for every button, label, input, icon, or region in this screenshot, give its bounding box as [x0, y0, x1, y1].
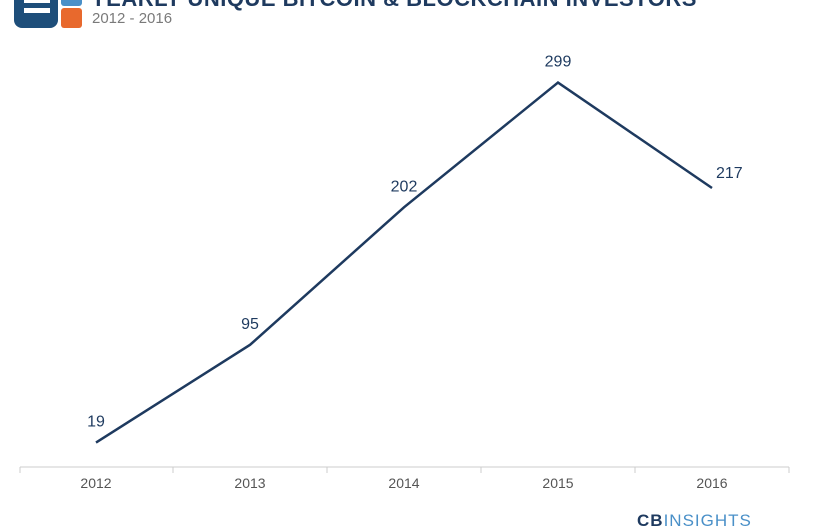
footer-brand-part2: INSIGHTS — [664, 511, 752, 530]
footer-brand-part1: CB — [637, 511, 664, 530]
x-tick-label: 2014 — [388, 475, 419, 491]
x-tick-label: 2013 — [234, 475, 265, 491]
x-tick-label: 2012 — [80, 475, 111, 491]
series-line — [96, 83, 712, 443]
data-label: 95 — [241, 316, 259, 333]
data-label: 202 — [391, 178, 418, 195]
footer-brand-logo: CBINSIGHTS — [637, 511, 752, 531]
x-tick-label: 2016 — [696, 475, 727, 491]
x-tick-label: 2015 — [542, 475, 573, 491]
data-label: 299 — [545, 54, 572, 71]
data-label: 19 — [87, 414, 105, 431]
data-label: 217 — [716, 165, 743, 182]
